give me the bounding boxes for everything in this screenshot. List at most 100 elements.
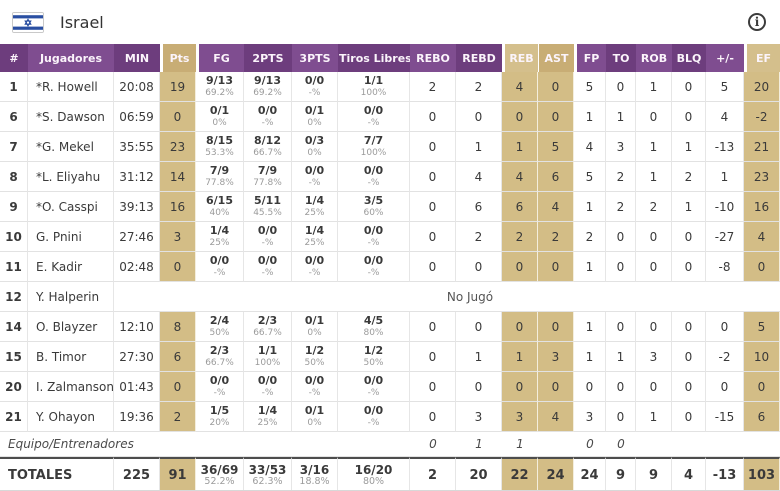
shot-percentage: 0% [307, 118, 322, 128]
cell-rebo: 0 [410, 222, 456, 252]
shot-made-attempted: 1/4 [209, 224, 230, 237]
shot-percentage: -% [261, 118, 274, 128]
player-name: *R. Howell [28, 72, 114, 102]
shot-percentage: 69.2% [205, 88, 234, 98]
cell-to: 0 [606, 72, 636, 102]
cell-blq: 1 [672, 132, 706, 162]
cell-min: 01:43 [114, 372, 160, 402]
cell-p2: 0/0 -% [244, 372, 292, 402]
cell-rebo: 0 [410, 102, 456, 132]
shot-made-attempted: 3/16 [299, 462, 330, 477]
shot-made-attempted: 0/0 [209, 374, 230, 387]
player-number: 12 [0, 282, 28, 312]
shot-percentage: 100% [360, 88, 387, 98]
cell-min: 27:46 [114, 222, 160, 252]
cell-pts: 0 [160, 102, 196, 132]
team-cell-fg [196, 432, 244, 457]
shot-percentage: -% [367, 178, 380, 188]
column-header-p3: 3PTS [292, 44, 338, 72]
shot-percentage: 62.3% [252, 475, 283, 487]
team-cell-rebd: 1 [456, 432, 502, 457]
team-cell-blq [672, 432, 706, 457]
cell-blq: 0 [672, 252, 706, 282]
cell-ef: 0 [744, 252, 780, 282]
column-header-pm: +/- [706, 44, 744, 72]
cell-to: 0 [606, 372, 636, 402]
cell-rebd: 6 [456, 192, 502, 222]
cell-ast: 6 [538, 162, 574, 192]
cell-num: 8 [0, 162, 28, 192]
cell-ef: 6 [744, 402, 780, 432]
team-cell-reb: 1 [502, 432, 538, 457]
cell-rebo: 0 [410, 132, 456, 162]
total-cell-blq: 4 [672, 457, 706, 490]
cell-p3: 1/2 50% [292, 342, 338, 372]
player-name: *S. Dawson [28, 102, 114, 132]
cell-fg: 0/0 -% [196, 372, 244, 402]
cell-rob: 1 [636, 72, 672, 102]
shot-made-attempted: 36/69 [200, 462, 239, 477]
total-cell-rob: 9 [636, 457, 672, 490]
cell-rebo: 0 [410, 192, 456, 222]
cell-ast: 0 [538, 252, 574, 282]
cell-min: 35:55 [114, 132, 160, 162]
shot-percentage: 66.7% [253, 328, 282, 338]
cell-p3: 1/4 25% [292, 222, 338, 252]
cell-ast: 0 [538, 72, 574, 102]
total-cell-fg: 36/69 52.2% [196, 457, 244, 490]
shot-made-attempted: 0/0 [304, 74, 325, 87]
player-name: B. Timor [28, 342, 114, 372]
header-row: # Jugadores MIN Pts FG 2PTS 3PTS Tiros Libres RE… [0, 44, 780, 72]
team-coaches-row: Equipo/Entrenadores 0 1 1 0 0 [0, 432, 780, 457]
player-name: *G. Mekel [28, 132, 114, 162]
cell-ef: 10 [744, 342, 780, 372]
shot-made-attempted: 2/3 [209, 344, 230, 357]
cell-ft: 3/5 60% [338, 192, 410, 222]
cell-rebd: 1 [456, 342, 502, 372]
cell-fg: 2/3 66.7% [196, 342, 244, 372]
shot-made-attempted: 8/12 [254, 134, 281, 147]
shot-made-attempted: 16/20 [354, 462, 393, 477]
table-header: # Jugadores MIN Pts FG 2PTS 3PTS Tiros Libres RE… [0, 44, 780, 72]
shot-made-attempted: 1/1 [257, 344, 278, 357]
shot-made-attempted: 0/0 [257, 374, 278, 387]
shot-percentage: 69.2% [253, 88, 282, 98]
info-icon[interactable]: i [748, 13, 766, 31]
total-cell-reb: 22 [502, 457, 538, 490]
shot-percentage: 60% [363, 208, 384, 218]
cell-rebo: 0 [410, 162, 456, 192]
total-cell-p3: 3/16 18.8% [292, 457, 338, 490]
box-score-table: # Jugadores MIN Pts FG 2PTS 3PTS Tiros Libres RE… [0, 44, 780, 490]
cell-rob: 0 [636, 102, 672, 132]
shot-percentage: 0% [307, 418, 322, 428]
cell-rebo: 0 [410, 402, 456, 432]
cell-ef: 5 [744, 312, 780, 342]
cell-rob: 0 [636, 252, 672, 282]
cell-to: 2 [606, 192, 636, 222]
cell-reb: 6 [502, 192, 538, 222]
team-coaches-label: Equipo/Entrenadores [0, 432, 160, 457]
shot-made-attempted: 0/0 [257, 254, 278, 267]
cell-pts: 8 [160, 312, 196, 342]
cell-blq: 0 [672, 402, 706, 432]
shot-made-attempted: 6/15 [206, 194, 233, 207]
shot-made-attempted: 0/1 [304, 314, 325, 327]
cell-ft: 0/0 -% [338, 162, 410, 192]
cell-ft: 0/0 -% [338, 102, 410, 132]
cell-reb: 0 [502, 102, 538, 132]
cell-min: 31:12 [114, 162, 160, 192]
cell-pm: 4 [706, 102, 744, 132]
cell-rebo: 2 [410, 72, 456, 102]
cell-rebd: 2 [456, 72, 502, 102]
cell-min-empty [114, 282, 160, 312]
total-cell-ast: 24 [538, 457, 574, 490]
cell-to: 2 [606, 162, 636, 192]
cell-p3: 0/1 0% [292, 402, 338, 432]
shot-percentage: 53.3% [205, 148, 234, 158]
cell-fp: 1 [574, 342, 606, 372]
column-header-to: TO [606, 44, 636, 72]
cell-ef: 16 [744, 192, 780, 222]
shot-made-attempted: 7/9 [257, 164, 278, 177]
cell-ast: 2 [538, 222, 574, 252]
cell-pm: -15 [706, 402, 744, 432]
